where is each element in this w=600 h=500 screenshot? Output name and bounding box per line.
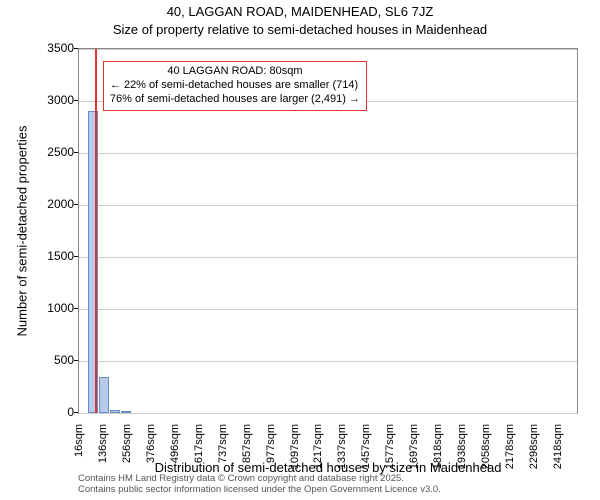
gridline — [79, 413, 577, 414]
annotation-line: 76% of semi-detached houses are larger (… — [110, 93, 360, 107]
gridline — [79, 309, 577, 310]
gridline — [79, 205, 577, 206]
gridline — [79, 361, 577, 362]
ytick-mark — [74, 204, 78, 205]
ytick-mark — [74, 48, 78, 49]
ytick-label: 2000 — [24, 197, 74, 211]
ytick-mark — [74, 360, 78, 361]
ytick-mark — [74, 412, 78, 413]
ytick-label: 2500 — [24, 145, 74, 159]
histogram-bar — [121, 411, 131, 413]
histogram-bar — [110, 410, 120, 413]
ytick-mark — [74, 308, 78, 309]
ytick-mark — [74, 100, 78, 101]
annotation-box: 40 LAGGAN ROAD: 80sqm← 22% of semi-detac… — [103, 61, 367, 110]
gridline — [79, 49, 577, 50]
reference-line — [95, 49, 97, 413]
ytick-label: 1000 — [24, 301, 74, 315]
ytick-label: 0 — [24, 405, 74, 419]
plot-area: 40 LAGGAN ROAD: 80sqm← 22% of semi-detac… — [78, 48, 578, 414]
footer-line-2: Contains public sector information licen… — [78, 485, 441, 496]
ytick-label: 3000 — [24, 93, 74, 107]
gridline — [79, 153, 577, 154]
ytick-label: 500 — [24, 353, 74, 367]
ytick-label: 1500 — [24, 249, 74, 263]
ytick-label: 3500 — [24, 41, 74, 55]
chart-container: 40, LAGGAN ROAD, MAIDENHEAD, SL6 7JZ Siz… — [0, 0, 600, 500]
chart-title-line2: Size of property relative to semi-detach… — [0, 22, 600, 37]
chart-title-line1: 40, LAGGAN ROAD, MAIDENHEAD, SL6 7JZ — [0, 4, 600, 19]
gridline — [79, 257, 577, 258]
annotation-line: ← 22% of semi-detached houses are smalle… — [110, 79, 360, 93]
ytick-mark — [74, 256, 78, 257]
chart-footer: Contains HM Land Registry data © Crown c… — [78, 474, 441, 496]
histogram-bar — [99, 377, 109, 413]
ytick-mark — [74, 152, 78, 153]
annotation-line: 40 LAGGAN ROAD: 80sqm — [110, 65, 360, 79]
